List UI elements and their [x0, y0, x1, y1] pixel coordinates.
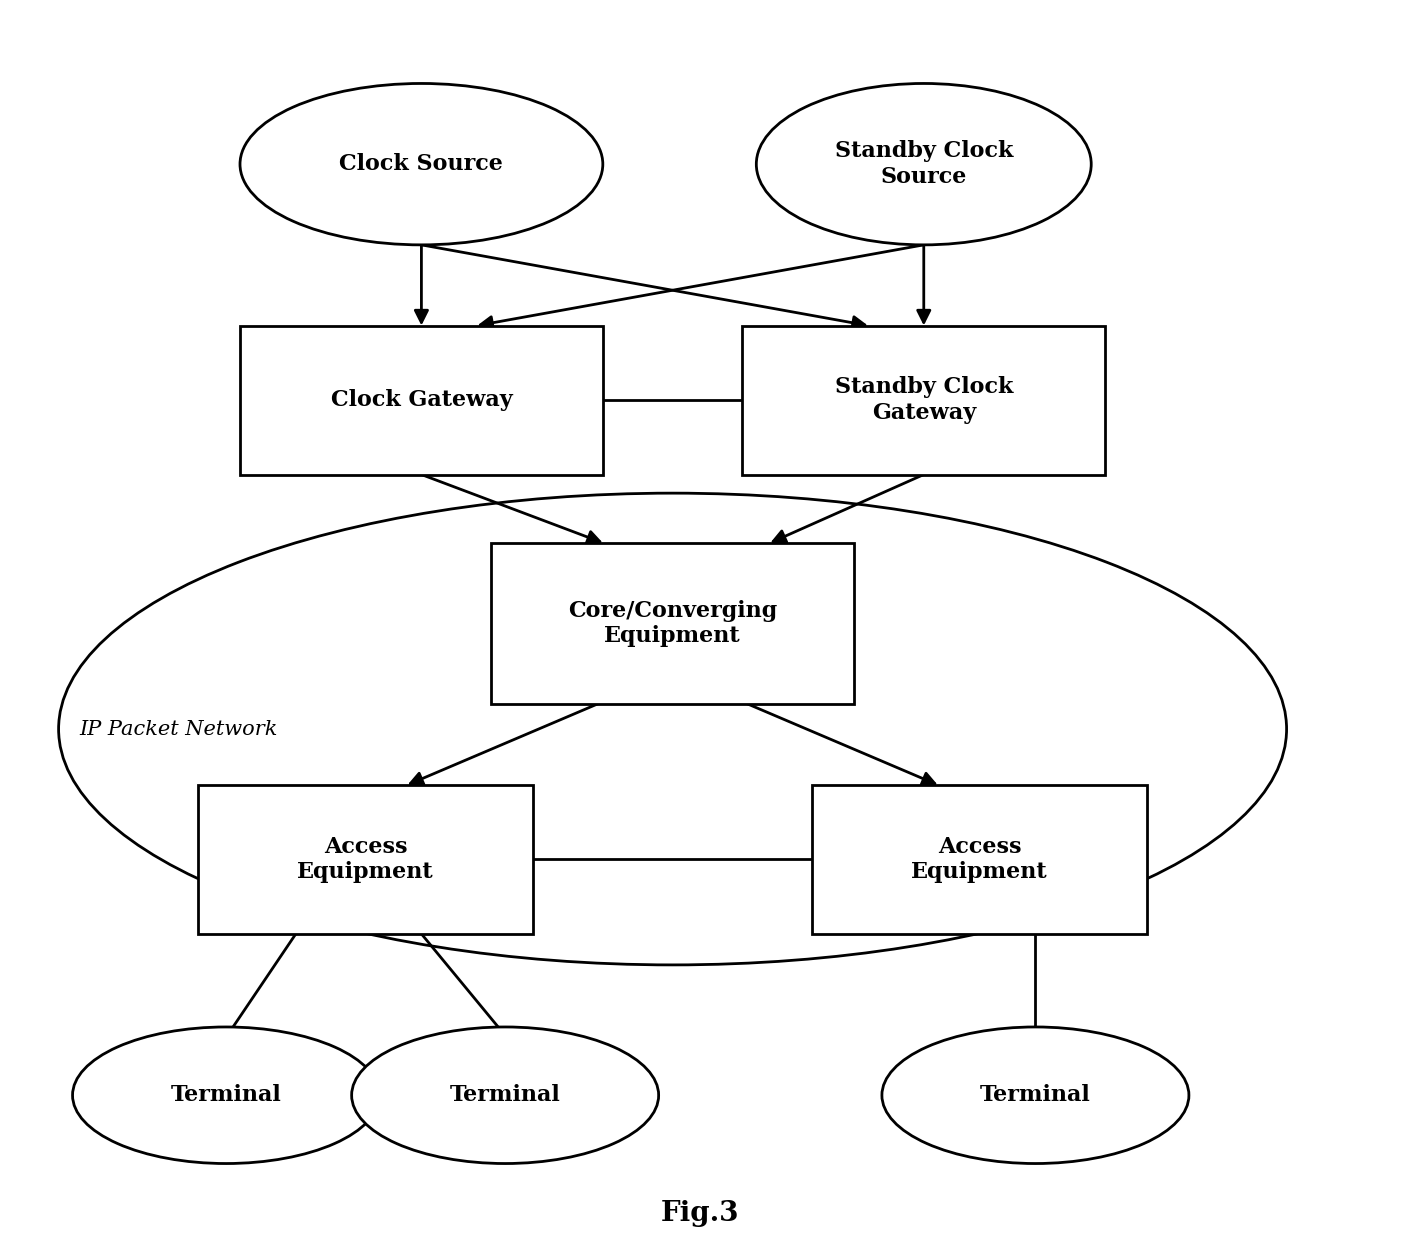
Text: Access
Equipment: Access Equipment [297, 835, 434, 883]
Text: IP Packet Network: IP Packet Network [80, 720, 277, 738]
Ellipse shape [352, 1028, 658, 1163]
Text: Core/Converging
Equipment: Core/Converging Equipment [567, 600, 778, 647]
Ellipse shape [757, 84, 1091, 244]
Ellipse shape [240, 84, 602, 244]
FancyBboxPatch shape [492, 542, 855, 705]
Text: Terminal: Terminal [450, 1084, 560, 1106]
Text: Terminal: Terminal [171, 1084, 282, 1106]
FancyBboxPatch shape [240, 325, 602, 475]
Text: Fig.3: Fig.3 [661, 1200, 740, 1227]
Text: Standby Clock
Source: Standby Clock Source [835, 141, 1013, 188]
FancyBboxPatch shape [813, 784, 1147, 934]
Text: Standby Clock
Gateway: Standby Clock Gateway [835, 377, 1013, 424]
Ellipse shape [73, 1028, 380, 1163]
FancyBboxPatch shape [743, 325, 1105, 475]
FancyBboxPatch shape [198, 784, 532, 934]
Ellipse shape [881, 1028, 1189, 1163]
Text: Clock Source: Clock Source [339, 153, 503, 175]
Text: Clock Gateway: Clock Gateway [331, 389, 513, 412]
Text: Terminal: Terminal [981, 1084, 1091, 1106]
Text: Access
Equipment: Access Equipment [911, 835, 1048, 883]
